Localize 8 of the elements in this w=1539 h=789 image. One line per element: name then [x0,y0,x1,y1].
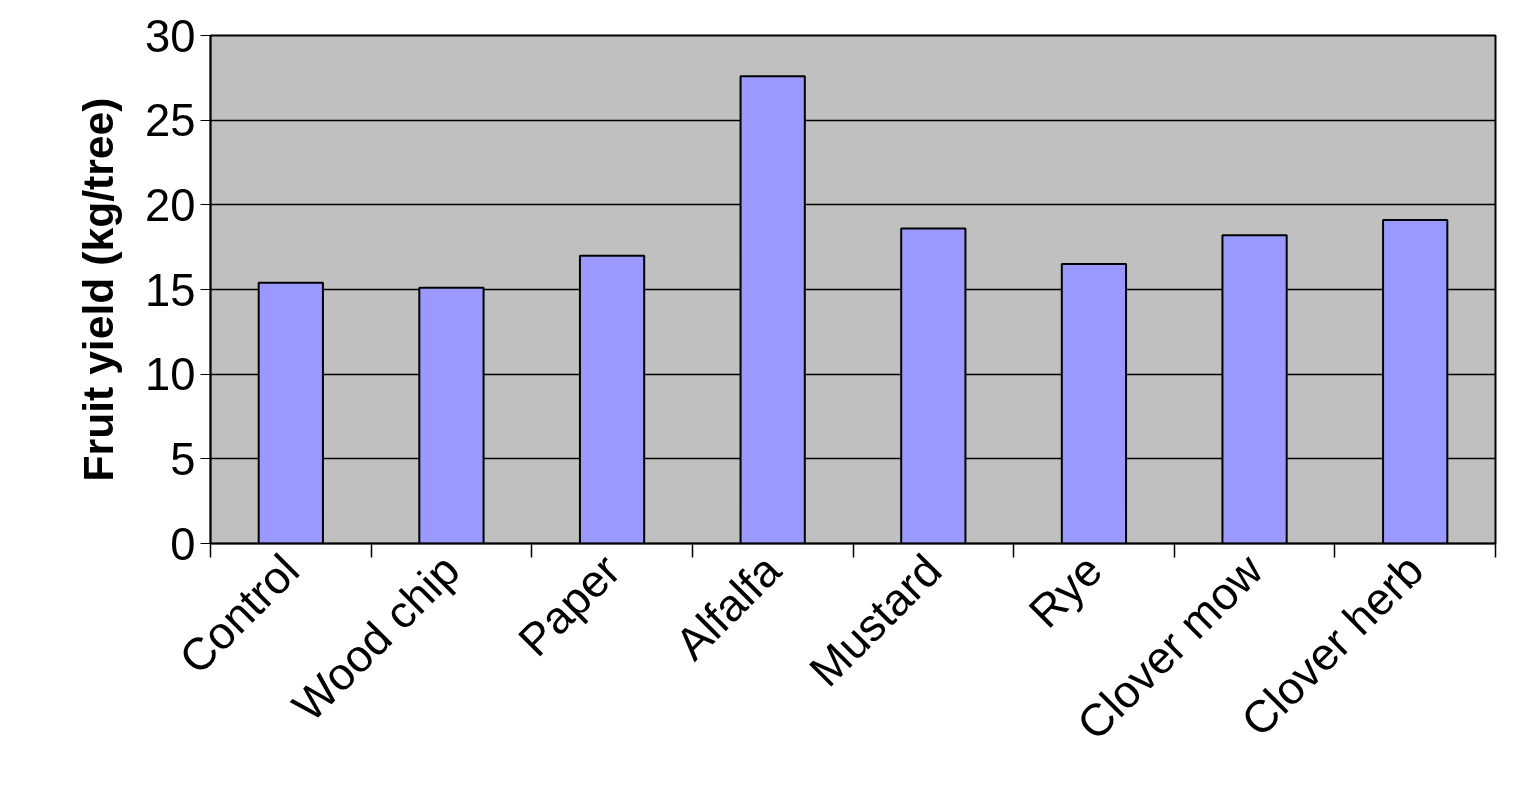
y-tick-label: 25 [145,95,196,147]
y-tick-label: 30 [145,10,196,62]
y-tick-label: 10 [145,349,196,401]
x-tick-label: Rye [1018,544,1112,638]
y-tick-label: 20 [145,179,196,231]
y-axis-title: Fruit yield (kg/tree) [74,97,123,482]
y-tick-label: 5 [170,433,196,485]
y-tick-label: 15 [145,264,196,316]
